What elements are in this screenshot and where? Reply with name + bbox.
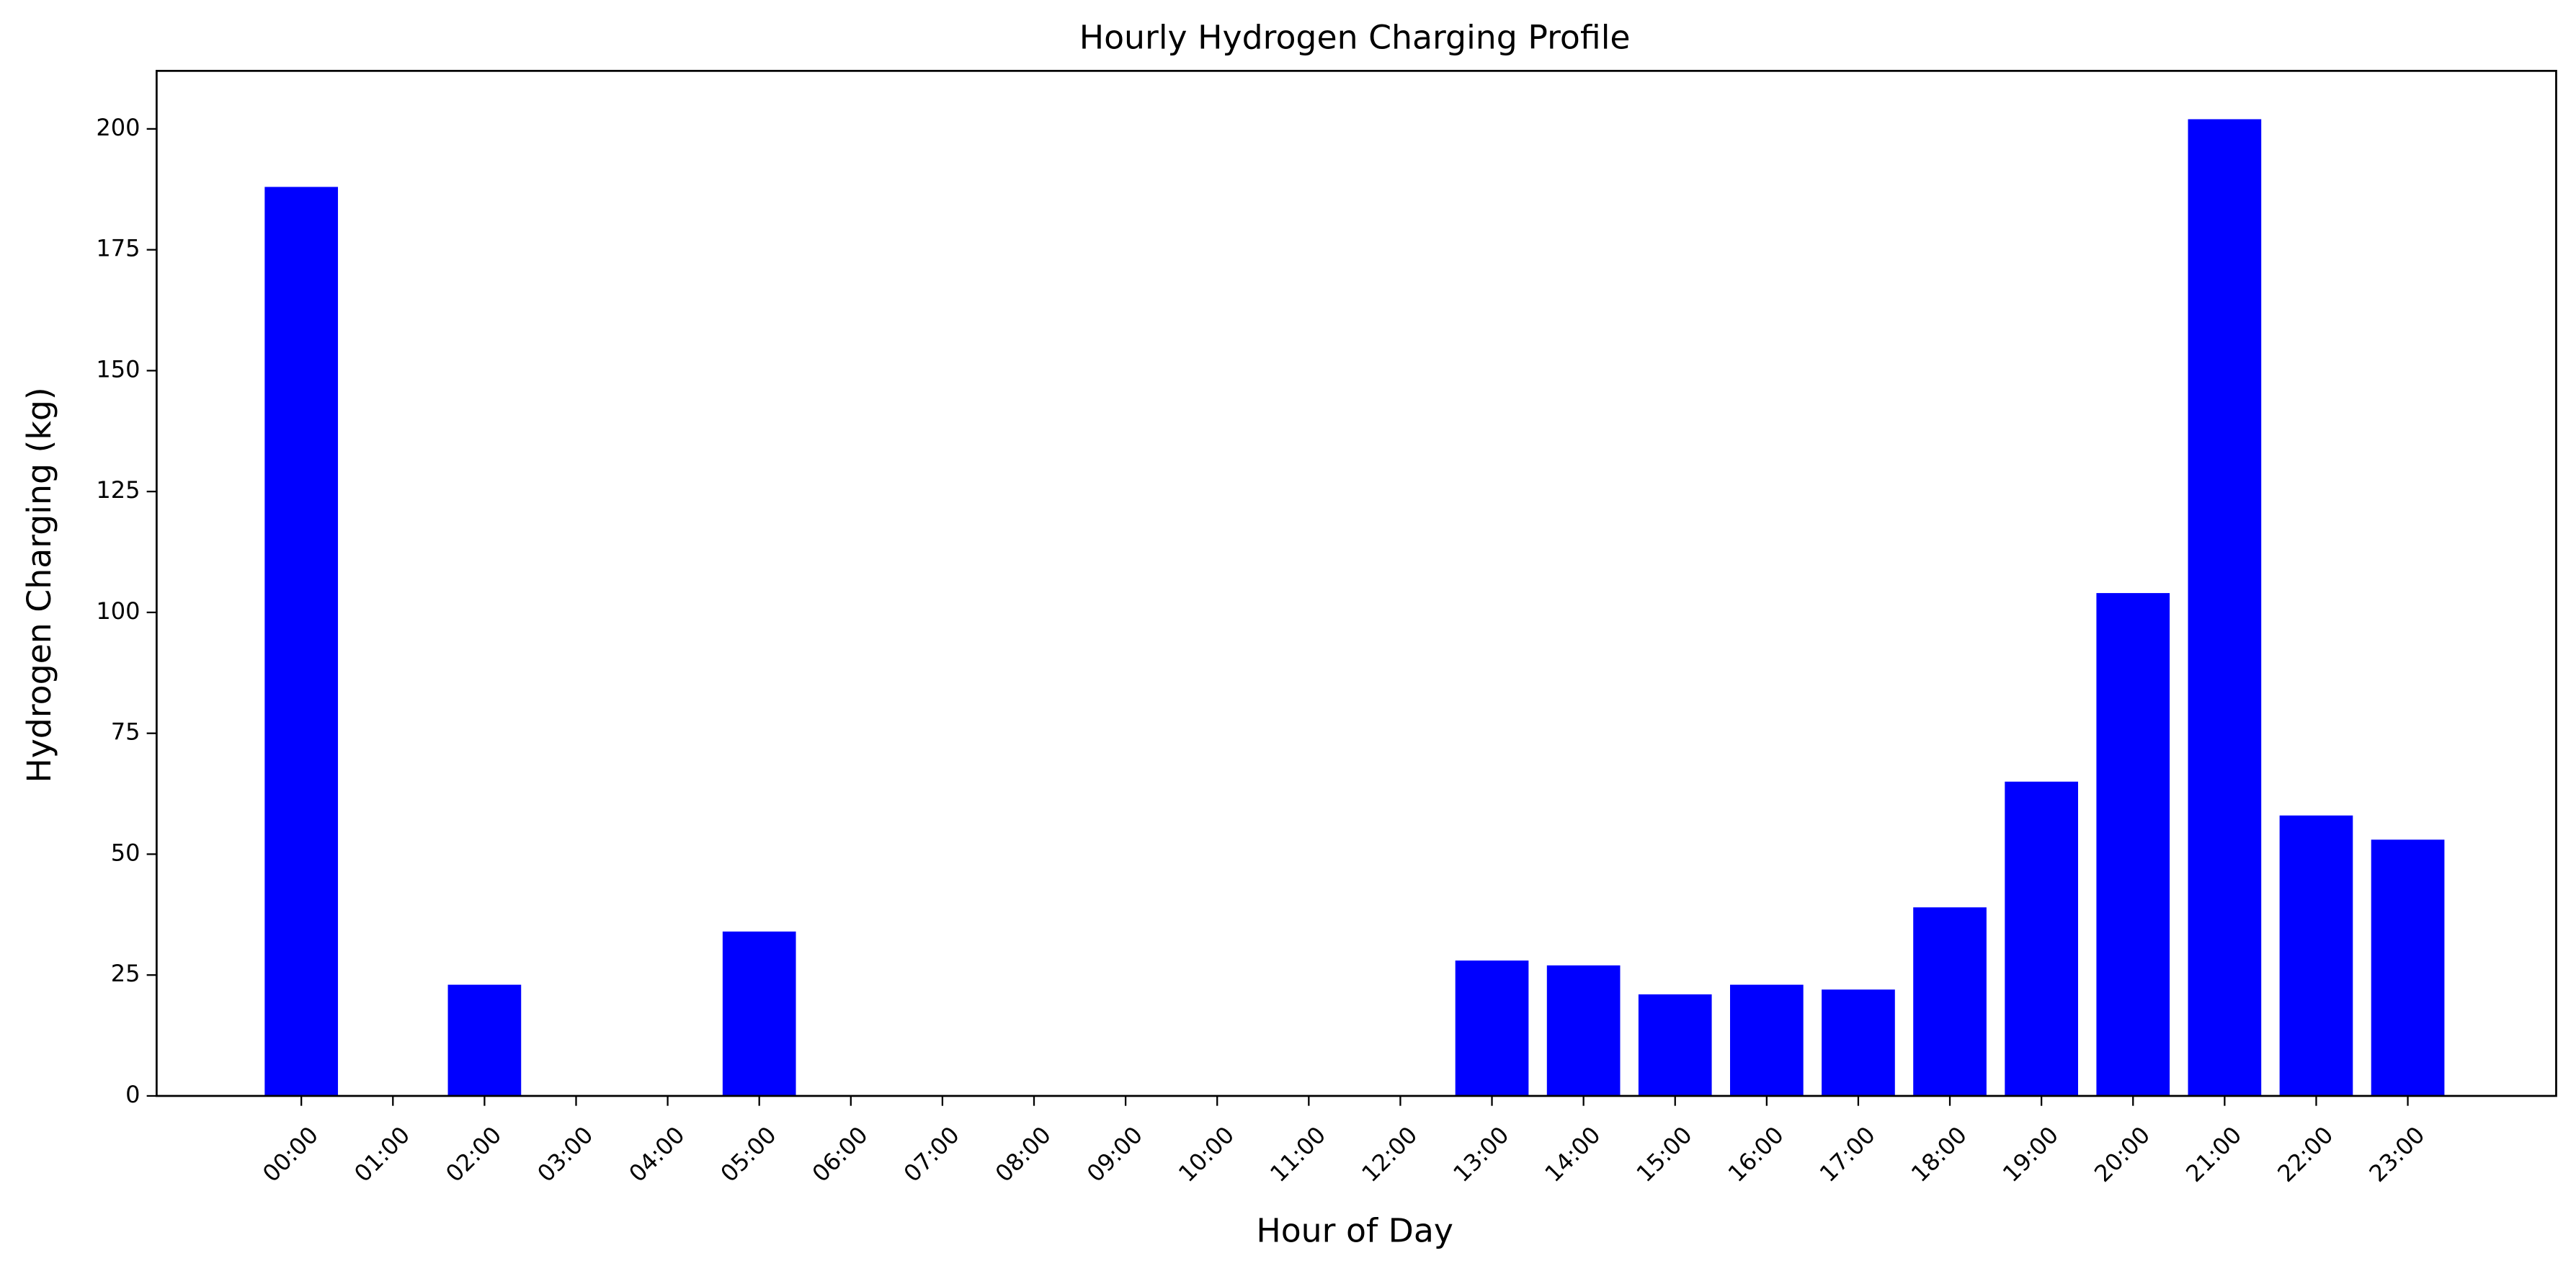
y-tick-label: 200: [96, 114, 140, 141]
y-tick-label: 175: [96, 235, 140, 262]
bar: [1546, 965, 1621, 1096]
bar: [1455, 960, 1529, 1096]
y-tick-label: 150: [96, 355, 140, 383]
bar: [2188, 119, 2262, 1096]
x-axis-label: Hour of Day: [1256, 1211, 1453, 1249]
bar: [2005, 781, 2078, 1096]
bar: [1729, 984, 1804, 1096]
y-tick-label: 125: [96, 476, 140, 504]
bar: [447, 984, 522, 1096]
y-tick-label: 50: [111, 839, 141, 866]
y-tick-label: 75: [111, 718, 141, 746]
bar: [1913, 907, 1987, 1096]
chart-title: Hourly Hydrogen Charging Profile: [1079, 18, 1631, 56]
bar: [1638, 994, 1712, 1096]
bar: [2279, 815, 2353, 1096]
y-tick-label: 25: [111, 960, 141, 987]
bar: [2096, 593, 2170, 1096]
plot-frame: [155, 69, 2557, 1097]
bar: [264, 187, 339, 1096]
bar: [722, 931, 796, 1096]
y-tick-label: 0: [125, 1081, 140, 1108]
y-axis-label: Hydrogen Charging (kg): [20, 387, 58, 783]
y-tick-label: 100: [96, 597, 140, 625]
bar: [2371, 839, 2445, 1096]
bar: [1822, 989, 1895, 1096]
